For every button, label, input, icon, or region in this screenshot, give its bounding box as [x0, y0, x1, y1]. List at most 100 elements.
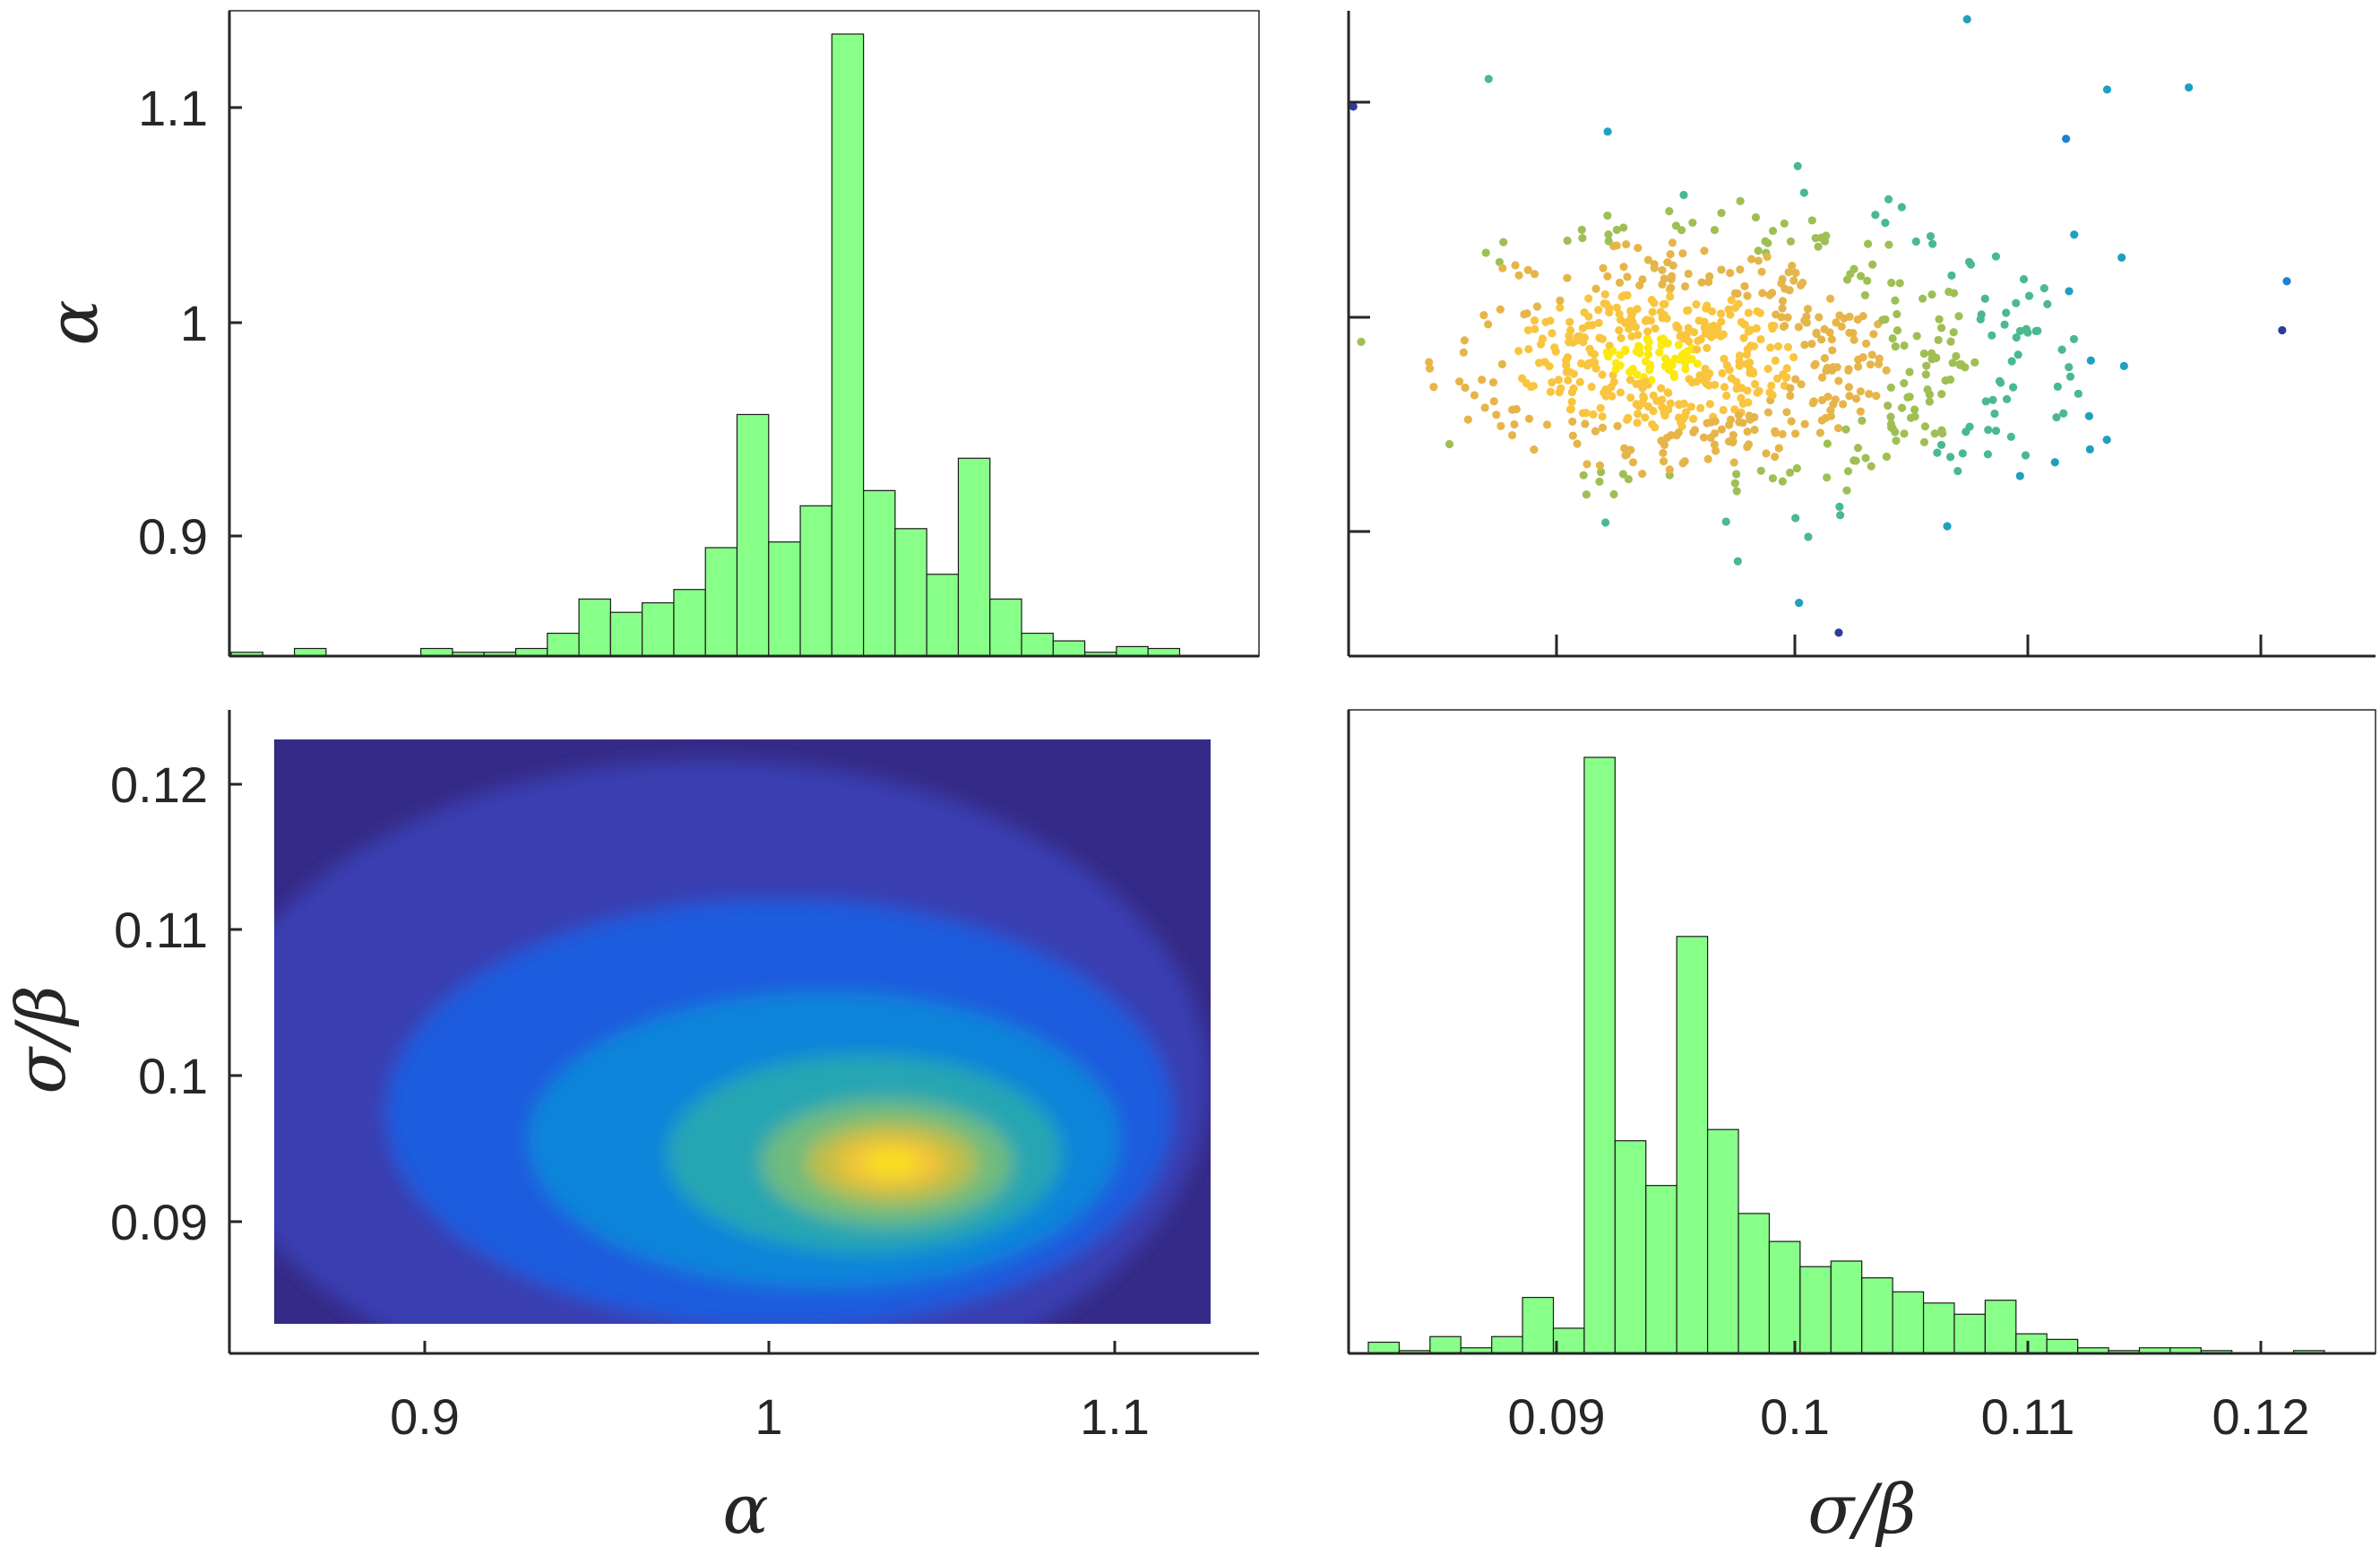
scatter-point [1600, 290, 1609, 299]
x-tick-label-0-1: 0.1 [1760, 1388, 1830, 1445]
scatter-point [1778, 429, 1787, 438]
scatter-point [1767, 321, 1777, 331]
scatter-point [1734, 299, 1743, 308]
scatter-point [2057, 345, 2066, 354]
scatter-point [1826, 294, 1835, 303]
scatter-point [1906, 413, 1916, 422]
scatter-point [1786, 391, 1795, 401]
scatter-point [1710, 440, 1719, 449]
scatter-point [1930, 429, 1939, 438]
scatter-point [1638, 275, 1647, 284]
scatter-point [1643, 343, 1652, 353]
scatter-point [1858, 353, 1867, 362]
scatter-point [1928, 239, 1937, 248]
scatter-point [1665, 465, 1674, 474]
scatter-point [1706, 433, 1715, 442]
scatter-point [1612, 225, 1621, 235]
scatter-point [1638, 470, 1647, 479]
scatter-point [1755, 308, 1764, 317]
scatter-point [1912, 332, 1921, 341]
scatter-point [1572, 336, 1581, 345]
y-tick-label-0-12: 0.12 [110, 756, 208, 813]
scatter-point [1791, 429, 1800, 438]
scatter-point [1792, 463, 1801, 473]
scatter-point [1946, 453, 1955, 462]
scatter-point [1772, 374, 1782, 383]
scatter-point [1745, 411, 1754, 420]
scatter-point [1693, 359, 1702, 368]
scatter-point [1946, 337, 1955, 346]
scatter-point [1789, 352, 1798, 362]
scatter-point [1694, 336, 1703, 345]
scatter-point [1927, 290, 1936, 299]
scatter-point [1977, 310, 1986, 319]
scatter-point [1984, 425, 1993, 435]
scatter-point [1820, 354, 1829, 363]
scatter-point [1668, 360, 1677, 369]
scatter-point [1621, 345, 1630, 354]
scatter-point [1911, 237, 1920, 246]
x-tick-label-0-11: 0.11 [1981, 1388, 2075, 1445]
scatter-point [1542, 420, 1552, 429]
scatter-point [1845, 328, 1854, 337]
scatter-point [1962, 14, 1971, 24]
scatter-point [1919, 437, 1929, 446]
scatter-point [1517, 374, 1527, 383]
scatter-point [1851, 456, 1860, 465]
y-tick-label-1: 1 [180, 295, 208, 351]
scatter-point [1641, 413, 1650, 422]
scatter-point [1863, 276, 1872, 285]
scatter-point [1900, 429, 1909, 438]
scatter-point [1669, 373, 1679, 382]
scatter-point [1921, 370, 1930, 379]
scatter-point [2086, 356, 2095, 365]
scatter-point [1484, 74, 1493, 83]
scatter-point [1773, 341, 1783, 351]
scatter-point [1633, 305, 1642, 314]
scatter-point [1717, 425, 1726, 434]
scatter-point [2062, 134, 2071, 143]
scatter-point [1795, 598, 1804, 608]
sigma-beta-histogram-bar [1984, 1300, 2017, 1354]
scatter-point [1724, 305, 1733, 314]
scatter-point [1791, 268, 1800, 278]
scatter-point [1845, 392, 1854, 401]
x-tick-label-1-1: 1.1 [1080, 1388, 1150, 1445]
scatter-point [1607, 383, 1616, 392]
scatter-point [1865, 389, 1874, 399]
alpha-histogram-bar [957, 457, 991, 657]
scatter-point [1886, 412, 1895, 421]
scatter-point [1548, 329, 1556, 338]
scatter-point [1659, 448, 1668, 458]
scatter-point [1616, 350, 1625, 359]
scatter-point [1988, 331, 1996, 340]
scatter-point [1842, 275, 1852, 284]
scatter-point [1523, 265, 1532, 274]
scatter-point [1823, 473, 1832, 482]
scatter-point [1645, 360, 1655, 369]
sigma-beta-histogram-bar [1552, 1327, 1585, 1354]
scatter-point [1754, 246, 1763, 255]
scatter-point [1887, 278, 1896, 288]
scatter-point [1554, 376, 1564, 385]
scatter-point [1893, 309, 1901, 319]
scatter-point [1831, 395, 1840, 404]
scatter-point [1728, 437, 1738, 447]
scatter-point [1658, 265, 1667, 275]
alpha-histogram-bar [926, 574, 960, 657]
scatter-point [1599, 264, 1608, 272]
scatter-point [1595, 461, 1605, 470]
scatter-point [2033, 326, 2042, 335]
scatter-point [1578, 409, 1588, 418]
scatter-point [1897, 403, 1907, 412]
scatter-point [1866, 360, 1875, 369]
scatter-point [1765, 343, 1775, 352]
scatter-point [1952, 351, 1961, 360]
alpha-histogram-bar [989, 598, 1022, 657]
scatter-point [1739, 320, 1749, 329]
scatter-point [2007, 357, 2016, 366]
scatter-point [2052, 412, 2061, 422]
scatter-point [1666, 399, 1675, 408]
scatter-point [2084, 411, 2094, 420]
